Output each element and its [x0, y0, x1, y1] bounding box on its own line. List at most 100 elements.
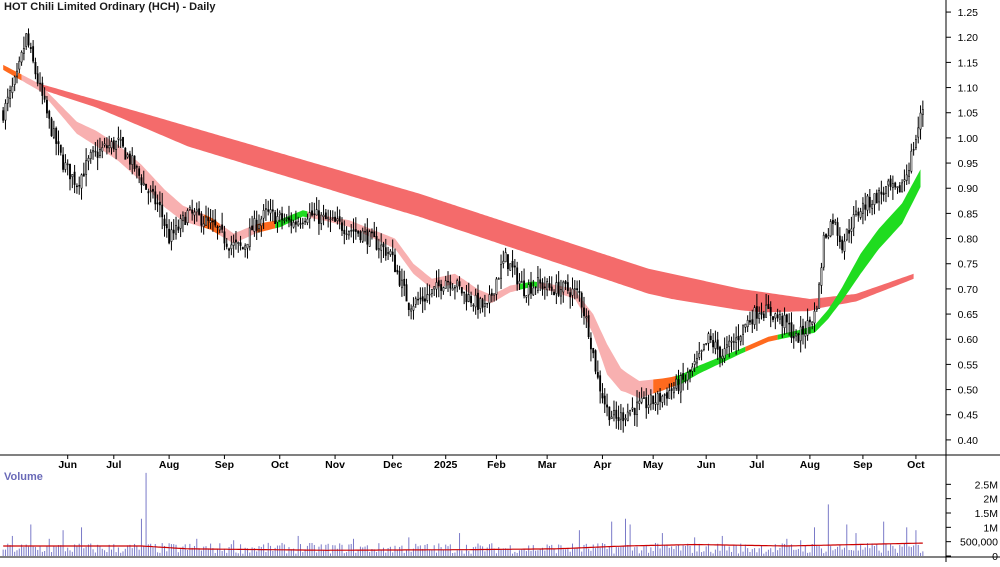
price-bar-down: [405, 284, 408, 302]
price-bar-down: [802, 325, 804, 335]
price-bar-down: [769, 307, 772, 316]
price-bar-down: [760, 311, 763, 315]
price-bar-down: [57, 141, 60, 145]
price-bar-down: [373, 231, 376, 238]
price-bar-down: [281, 213, 283, 221]
price-bar-down: [645, 397, 648, 409]
price-bar-up: [679, 375, 682, 393]
price-bar-down: [599, 375, 602, 392]
y-tick-label: 1.05: [958, 108, 979, 120]
price-bar-up: [866, 195, 869, 211]
price-bar-up: [444, 280, 447, 289]
price-bar-down: [421, 296, 424, 302]
price-bar-up: [336, 218, 339, 222]
price-bar-down: [458, 281, 461, 287]
price-bar-up: [500, 264, 502, 279]
price-bar-up: [493, 293, 496, 296]
price-bar-up: [108, 145, 111, 149]
price-bar-down: [564, 281, 567, 285]
price-bar-up: [613, 410, 615, 416]
price-bar-down: [486, 302, 489, 305]
short-term-band-segment-orange: [745, 334, 778, 352]
price-bar-down: [403, 278, 406, 286]
price-bar-up: [456, 280, 459, 288]
price-bar-up: [502, 260, 505, 264]
price-bar-down: [36, 73, 39, 84]
price-bar-up: [850, 228, 853, 232]
price-bar-down: [594, 350, 597, 372]
price-bar-down: [894, 182, 897, 188]
price-bar-up: [428, 293, 431, 296]
price-bar-down: [848, 230, 851, 234]
price-bar-up: [467, 294, 470, 302]
price-bar-up: [232, 241, 235, 246]
price-bars: [2, 28, 924, 433]
price-bar-up: [264, 208, 267, 210]
price-bar-up: [99, 149, 101, 156]
price-bar-up: [182, 214, 184, 221]
price-bar-up: [619, 412, 622, 420]
price-bar-up: [896, 186, 899, 189]
price-bar-up: [525, 295, 528, 298]
price-bar-up: [728, 340, 731, 347]
price-bar-down: [352, 229, 355, 232]
price-bar-down: [889, 178, 892, 187]
price-bar-up: [453, 286, 456, 289]
price-bar-up: [66, 163, 69, 166]
x-tick-label: Jun: [697, 459, 716, 471]
price-bar-down: [105, 145, 108, 149]
price-bar-down: [271, 209, 274, 212]
price-bar-down: [156, 202, 159, 205]
price-bar-up: [626, 411, 629, 421]
price-bar-up: [778, 314, 781, 320]
price-bar-up: [92, 150, 94, 153]
price-bar-down: [241, 247, 244, 250]
volume-tick-label: 500,000: [960, 537, 998, 549]
y-tick-label: 0.70: [958, 284, 979, 296]
price-bar-down: [785, 314, 788, 323]
price-bar-down: [357, 230, 360, 234]
price-bar-up: [52, 128, 55, 138]
price-bar-down: [670, 388, 673, 391]
price-bar-down: [172, 229, 175, 234]
price-bar-down: [490, 292, 493, 296]
price-bar-down: [46, 99, 48, 114]
price-bar-down: [557, 281, 560, 296]
price-bar-up: [347, 230, 350, 236]
price-bar-up: [13, 76, 16, 85]
price-bar-up: [656, 393, 659, 405]
price-bar-down: [228, 248, 230, 251]
price-bar-down: [396, 269, 399, 273]
price-bar-up: [765, 304, 768, 318]
price-bar-down: [191, 209, 194, 214]
price-bar-up: [414, 298, 417, 305]
price-bar-up: [732, 341, 735, 343]
price-bar-up: [9, 90, 12, 99]
price-bar-up: [827, 235, 830, 238]
price-bar-down: [776, 314, 779, 319]
price-bar-up: [585, 316, 588, 319]
price-bar-up: [536, 277, 539, 291]
price-bar-down: [622, 412, 625, 422]
price-bar-down: [198, 208, 201, 215]
price-bar-up: [629, 410, 632, 415]
price-bar-up: [244, 245, 247, 250]
price-bar-down: [177, 226, 180, 231]
price-bar-down: [882, 192, 885, 196]
price-bar-down: [216, 226, 219, 228]
price-bar-down: [334, 216, 337, 222]
price-bar-up: [495, 278, 498, 295]
price-bar-up: [186, 210, 189, 224]
price-bar-up: [852, 214, 855, 229]
price-bar-up: [39, 82, 41, 85]
price-bar-up: [103, 143, 106, 146]
price-bar-up: [430, 289, 433, 294]
price-bar-down: [78, 185, 81, 187]
x-tick-label: Jun: [58, 459, 77, 471]
price-bar-up: [806, 320, 809, 336]
volume-bars: [2, 472, 924, 556]
price-bar-up: [905, 174, 908, 181]
price-bar-up: [891, 183, 894, 188]
x-tick-label: Nov: [325, 459, 345, 471]
